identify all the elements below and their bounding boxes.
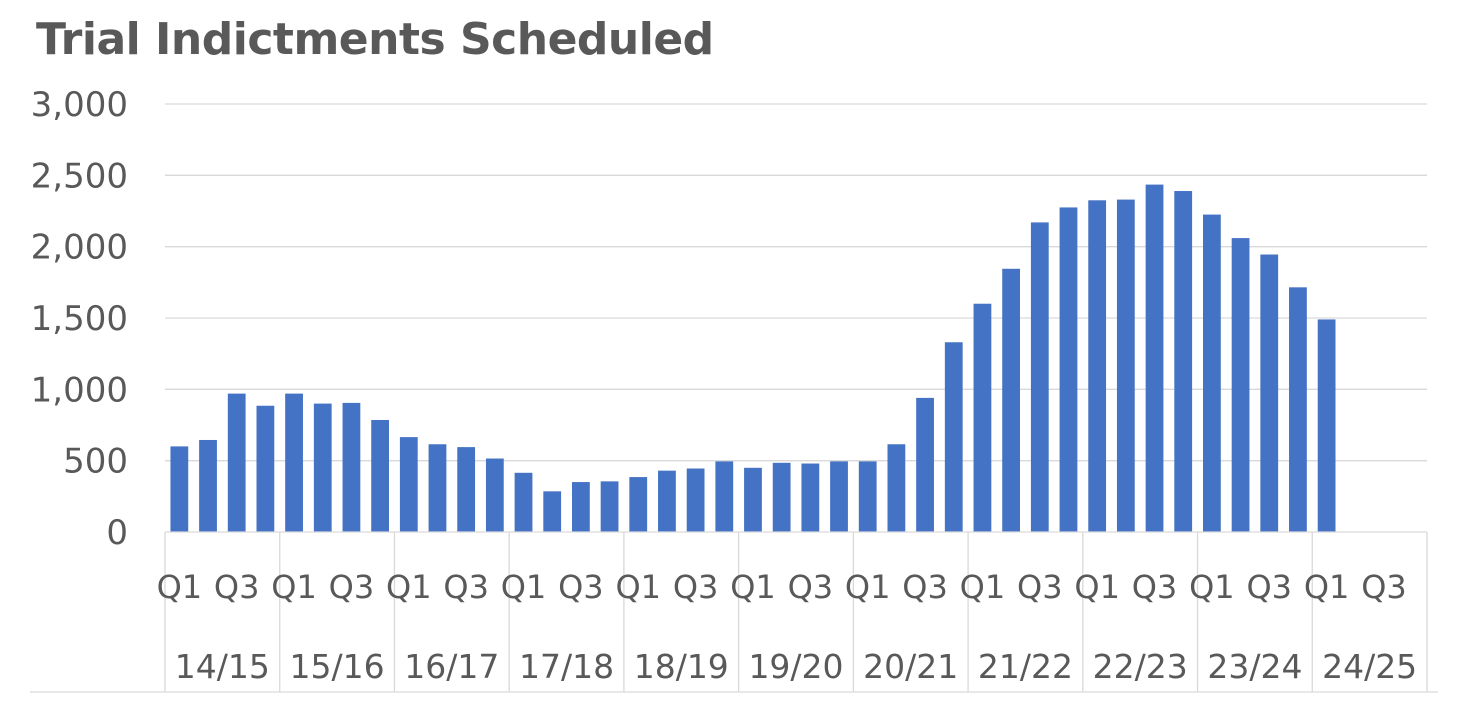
bar [973, 303, 992, 532]
x-tick-label-year: 23/24 [1207, 647, 1302, 686]
x-tick-label-year: 15/16 [290, 647, 385, 686]
bar [371, 420, 390, 532]
x-tick-label-quarter: Q3 [1017, 568, 1063, 606]
x-tick-label-quarter: Q3 [673, 568, 719, 606]
bar [801, 463, 820, 532]
bar [1002, 268, 1021, 532]
bar [887, 444, 906, 532]
bar [485, 458, 504, 532]
bars [170, 184, 1336, 533]
x-tick-label-quarter: Q1 [501, 568, 547, 606]
bar [1116, 199, 1135, 532]
y-tick-label: 0 [106, 513, 128, 553]
x-tick-label-quarter: Q1 [960, 568, 1006, 606]
bar [256, 405, 275, 532]
bar [1289, 287, 1307, 532]
bar [342, 402, 361, 532]
x-tick-label-quarter: Q1 [615, 568, 661, 606]
x-tick-label-quarter: Q3 [329, 568, 375, 606]
x-tick-label-quarter: Q1 [1074, 568, 1120, 606]
bar [1317, 319, 1336, 532]
bar [944, 342, 963, 532]
x-tick-label-quarter: Q1 [1189, 568, 1235, 606]
x-tick-label-quarter: Q3 [558, 568, 604, 606]
bar [227, 393, 246, 532]
x-tick-label-year: 24/25 [1322, 647, 1417, 686]
y-tick-label: 1,000 [31, 370, 128, 410]
x-tick-label-year: 18/19 [634, 647, 729, 686]
bar [428, 444, 447, 532]
x-tick-label-quarter: Q1 [271, 568, 317, 606]
x-tick-label-quarter: Q1 [730, 568, 776, 606]
bar [1145, 184, 1164, 532]
bar [744, 467, 762, 532]
x-tick-label-year: 22/23 [1093, 647, 1188, 686]
bar [1202, 214, 1221, 533]
y-tick-label: 3,000 [31, 85, 128, 125]
bar [313, 403, 332, 532]
x-tick-label-quarter: Q1 [386, 568, 432, 606]
bar [1059, 207, 1078, 532]
bar [858, 461, 877, 532]
bar [399, 437, 418, 532]
y-tick-label: 2,000 [31, 228, 128, 268]
x-tick-label-quarter: Q3 [902, 568, 948, 606]
x-tick-label-quarter: Q3 [1132, 568, 1178, 606]
bar [658, 470, 676, 532]
bar [571, 482, 590, 532]
bar [1231, 238, 1250, 532]
bar [772, 462, 791, 532]
x-tick-label-year: 20/21 [863, 647, 958, 686]
x-tick-label-year: 17/18 [519, 647, 614, 686]
x-tick-label-quarter: Q3 [1246, 568, 1292, 606]
bar [916, 397, 934, 532]
x-tick-label-quarter: Q1 [845, 568, 891, 606]
bar [715, 461, 734, 532]
y-tick-label: 2,500 [31, 156, 128, 196]
y-tick-label: 500 [63, 442, 128, 482]
x-tick-label-year: 14/15 [175, 647, 270, 686]
x-tick-label-quarter: Q3 [1361, 568, 1407, 606]
bar [1174, 191, 1193, 532]
bar [1088, 200, 1107, 533]
x-tick-label-year: 21/22 [978, 647, 1073, 686]
bar [1030, 222, 1049, 532]
bar [543, 491, 562, 532]
x-tick-label-year: 16/17 [404, 647, 499, 686]
bar [170, 446, 189, 532]
x-tick-label-quarter: Q3 [214, 568, 260, 606]
bar [686, 468, 705, 532]
bar [457, 447, 476, 532]
x-tick-label-quarter: Q1 [157, 568, 203, 606]
bar [285, 393, 303, 532]
chart-title: Trial Indictments Scheduled [36, 14, 714, 65]
bar [600, 481, 619, 532]
bar [830, 461, 848, 532]
x-tick-label-year: 19/20 [748, 647, 843, 686]
x-tick-label-quarter: Q1 [1304, 568, 1350, 606]
bar [199, 439, 217, 532]
bar [629, 477, 648, 532]
x-tick-label-quarter: Q3 [788, 568, 834, 606]
bar [514, 472, 533, 532]
y-axis-tick-labels: 0 500 1,000 1,500 2,000 2,500 3,000 [31, 85, 128, 553]
x-axis: Q1 Q3 14/15 Q1 Q3 15/16 Q1 Q3 16/17 Q1 Q3 17/18 Q1 Q3… [30, 531, 1438, 693]
bar [1260, 254, 1279, 532]
x-tick-label-quarter: Q3 [443, 568, 489, 606]
y-tick-label: 1,500 [31, 299, 128, 339]
